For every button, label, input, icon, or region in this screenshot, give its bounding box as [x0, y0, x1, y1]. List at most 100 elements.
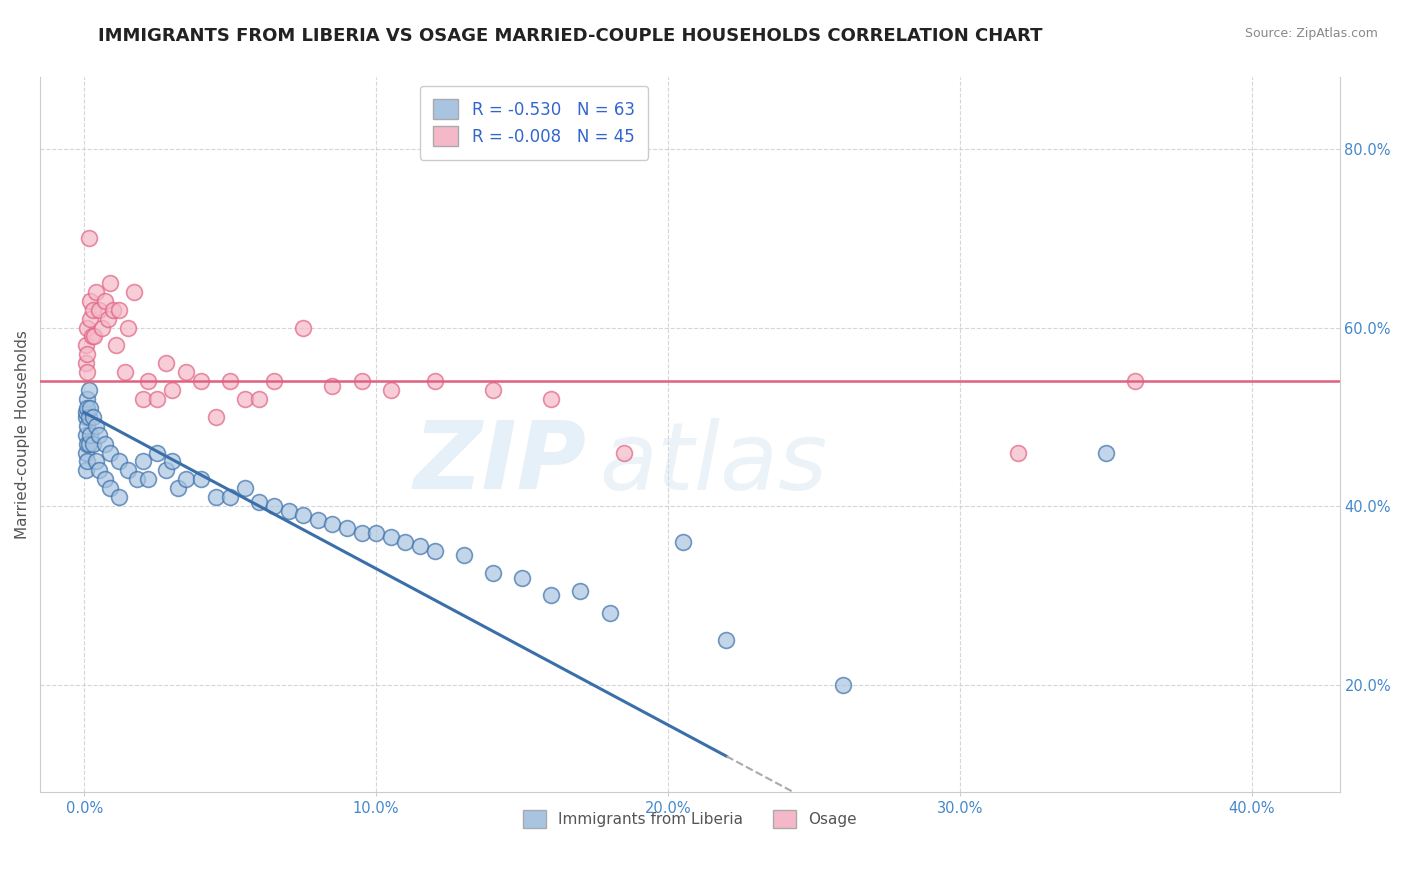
Point — [100, 276, 122, 290]
Point — [138, 472, 160, 486]
Point — [409, 539, 432, 553]
Point — [336, 521, 359, 535]
Point — [613, 445, 636, 459]
Point — [277, 503, 299, 517]
Y-axis label: Married-couple Households: Married-couple Households — [15, 330, 30, 539]
Point — [100, 481, 122, 495]
Point — [76, 436, 98, 450]
Point — [380, 383, 402, 397]
Point — [204, 409, 226, 424]
Point — [77, 383, 100, 397]
Point — [76, 392, 98, 406]
Point — [204, 490, 226, 504]
Point — [79, 311, 101, 326]
Point — [80, 329, 103, 343]
Legend: Immigrants from Liberia, Osage: Immigrants from Liberia, Osage — [516, 804, 863, 834]
Point — [219, 490, 242, 504]
Point — [540, 392, 562, 406]
Point — [716, 633, 738, 648]
Point — [125, 472, 148, 486]
Point — [87, 302, 110, 317]
Point — [93, 472, 115, 486]
Point — [423, 374, 446, 388]
Point — [76, 401, 98, 415]
Point — [84, 454, 107, 468]
Point — [90, 320, 112, 334]
Point — [366, 525, 388, 540]
Point — [77, 436, 100, 450]
Point — [138, 374, 160, 388]
Point — [292, 320, 315, 334]
Point — [77, 231, 100, 245]
Point — [76, 418, 98, 433]
Point — [569, 584, 592, 599]
Point — [122, 285, 145, 299]
Point — [82, 302, 104, 317]
Point — [146, 445, 169, 459]
Point — [105, 338, 128, 352]
Point — [190, 472, 212, 486]
Point — [79, 401, 101, 415]
Point — [423, 543, 446, 558]
Point — [155, 463, 177, 477]
Point — [247, 494, 270, 508]
Point — [76, 454, 98, 468]
Point — [83, 329, 105, 343]
Point — [84, 418, 107, 433]
Point — [263, 499, 285, 513]
Point — [77, 409, 100, 424]
Point — [97, 311, 120, 326]
Point — [114, 365, 136, 379]
Point — [75, 338, 97, 352]
Point — [510, 571, 533, 585]
Text: atlas: atlas — [599, 417, 827, 508]
Point — [1123, 374, 1146, 388]
Point — [832, 678, 855, 692]
Point — [155, 356, 177, 370]
Point — [117, 463, 139, 477]
Point — [380, 530, 402, 544]
Point — [233, 392, 256, 406]
Point — [166, 481, 188, 495]
Point — [1007, 445, 1029, 459]
Point — [76, 347, 98, 361]
Point — [453, 549, 475, 563]
Point — [190, 374, 212, 388]
Point — [321, 516, 343, 531]
Point — [75, 427, 97, 442]
Point — [1095, 445, 1118, 459]
Point — [540, 589, 562, 603]
Point — [131, 392, 153, 406]
Point — [93, 293, 115, 308]
Point — [672, 534, 695, 549]
Point — [131, 454, 153, 468]
Point — [233, 481, 256, 495]
Point — [75, 356, 97, 370]
Point — [75, 405, 97, 419]
Point — [394, 534, 416, 549]
Point — [108, 454, 131, 468]
Point — [599, 607, 621, 621]
Text: Source: ZipAtlas.com: Source: ZipAtlas.com — [1244, 27, 1378, 40]
Point — [82, 436, 104, 450]
Point — [219, 374, 242, 388]
Text: ZIP: ZIP — [413, 417, 586, 509]
Point — [160, 383, 183, 397]
Point — [482, 566, 505, 581]
Point — [76, 320, 98, 334]
Point — [176, 472, 198, 486]
Point — [321, 378, 343, 392]
Text: IMMIGRANTS FROM LIBERIA VS OSAGE MARRIED-COUPLE HOUSEHOLDS CORRELATION CHART: IMMIGRANTS FROM LIBERIA VS OSAGE MARRIED… — [98, 27, 1043, 45]
Point — [79, 293, 101, 308]
Point — [176, 365, 198, 379]
Point — [76, 365, 98, 379]
Point — [84, 285, 107, 299]
Point — [350, 374, 373, 388]
Point — [160, 454, 183, 468]
Point — [75, 409, 97, 424]
Point — [292, 508, 315, 522]
Point — [93, 436, 115, 450]
Point — [103, 302, 125, 317]
Point — [350, 525, 373, 540]
Point — [117, 320, 139, 334]
